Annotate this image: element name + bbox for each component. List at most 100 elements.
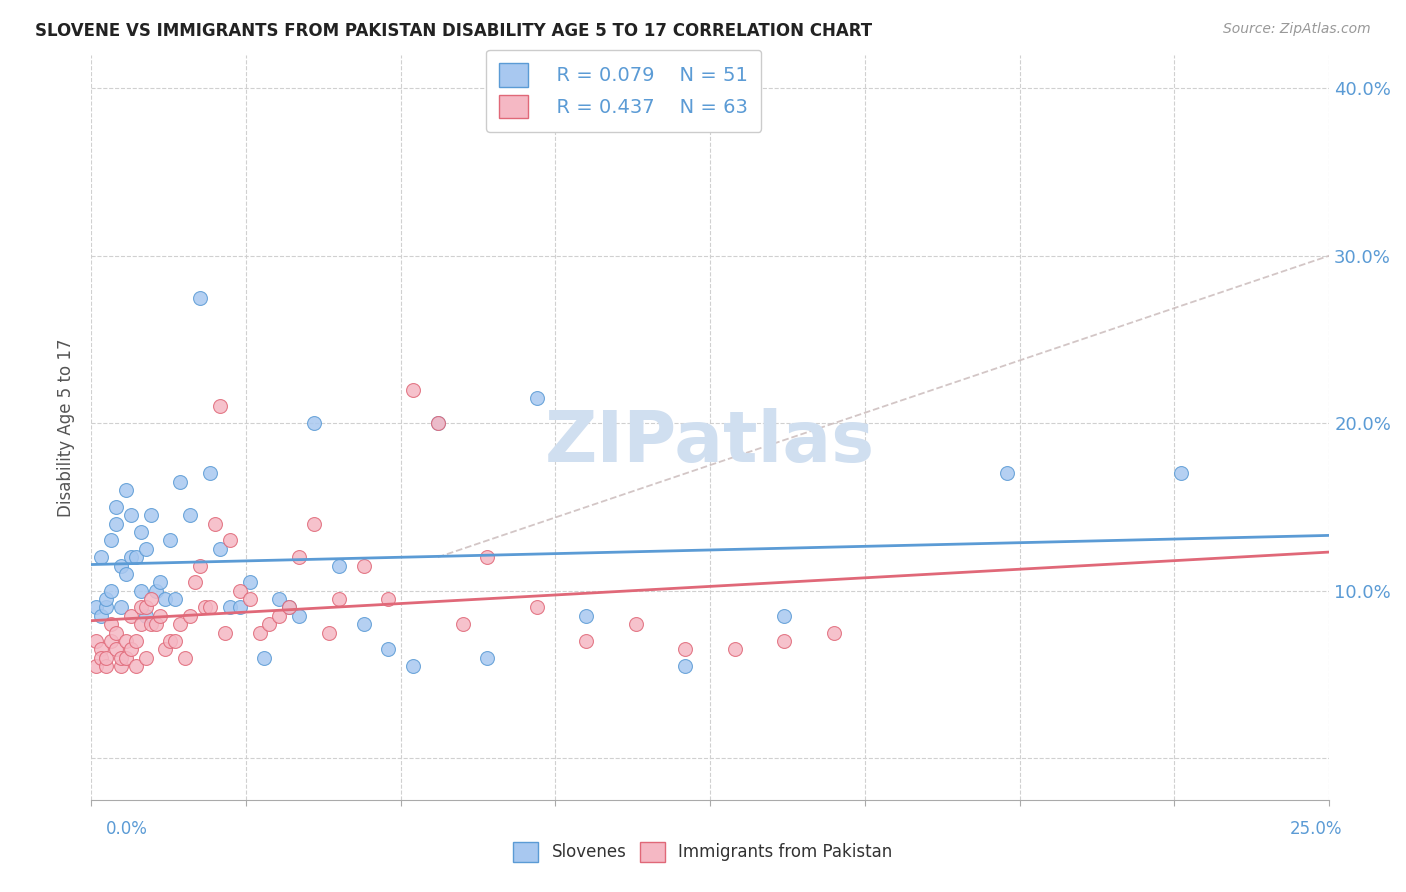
Point <box>239 575 262 590</box>
Point <box>149 575 172 590</box>
Point <box>328 592 350 607</box>
Point <box>139 617 162 632</box>
Point <box>135 541 157 556</box>
Point <box>239 592 262 607</box>
Point <box>675 642 697 657</box>
Point <box>110 600 132 615</box>
Point <box>278 600 301 615</box>
Point <box>198 467 221 481</box>
Point <box>179 508 201 523</box>
Point <box>155 642 177 657</box>
Point <box>353 558 375 573</box>
Point <box>451 617 474 632</box>
Point <box>194 600 217 615</box>
Point <box>125 634 148 648</box>
Point <box>526 600 548 615</box>
Point <box>84 600 107 615</box>
Point <box>823 625 845 640</box>
Point <box>188 291 211 305</box>
Point <box>120 608 142 623</box>
Point <box>135 650 157 665</box>
Point <box>575 608 598 623</box>
Point <box>773 634 796 648</box>
Point <box>269 592 291 607</box>
Point <box>526 391 548 405</box>
Legend: Slovenes, Immigrants from Pakistan: Slovenes, Immigrants from Pakistan <box>505 833 901 871</box>
Point <box>179 608 201 623</box>
Point <box>114 634 136 648</box>
Text: 0.0%: 0.0% <box>105 820 148 838</box>
Point <box>104 516 127 531</box>
Point <box>204 516 226 531</box>
Point <box>120 550 142 565</box>
Point <box>253 650 276 665</box>
Point <box>169 617 191 632</box>
Point <box>90 642 112 657</box>
Point <box>104 625 127 640</box>
Legend:   R = 0.079    N = 51,   R = 0.437    N = 63: R = 0.079 N = 51, R = 0.437 N = 63 <box>485 50 762 132</box>
Point <box>402 383 425 397</box>
Point <box>214 625 236 640</box>
Point <box>129 617 152 632</box>
Point <box>995 467 1018 481</box>
Point <box>302 416 325 430</box>
Point <box>159 533 181 548</box>
Point <box>94 659 117 673</box>
Point <box>129 583 152 598</box>
Point <box>114 483 136 498</box>
Text: ZIPatlas: ZIPatlas <box>546 408 876 477</box>
Point <box>165 592 187 607</box>
Point <box>110 650 132 665</box>
Point <box>229 583 252 598</box>
Point <box>120 642 142 657</box>
Point <box>129 600 152 615</box>
Point <box>477 650 499 665</box>
Point <box>269 608 291 623</box>
Point <box>377 592 399 607</box>
Point <box>90 550 112 565</box>
Point <box>575 634 598 648</box>
Point <box>104 642 127 657</box>
Point <box>208 400 231 414</box>
Point <box>353 617 375 632</box>
Point <box>90 608 112 623</box>
Point <box>110 558 132 573</box>
Point <box>114 650 136 665</box>
Point <box>188 558 211 573</box>
Point <box>110 659 132 673</box>
Point <box>249 625 271 640</box>
Point <box>259 617 281 632</box>
Point <box>104 500 127 514</box>
Point <box>94 650 117 665</box>
Point <box>288 608 311 623</box>
Point <box>129 525 152 540</box>
Point <box>90 650 112 665</box>
Point <box>218 533 240 548</box>
Point <box>165 634 187 648</box>
Point <box>218 600 240 615</box>
Point <box>288 550 311 565</box>
Point <box>426 416 449 430</box>
Point <box>145 583 167 598</box>
Point <box>139 592 162 607</box>
Point <box>159 634 181 648</box>
Point <box>100 617 122 632</box>
Text: Source: ZipAtlas.com: Source: ZipAtlas.com <box>1223 22 1371 37</box>
Text: 25.0%: 25.0% <box>1291 820 1343 838</box>
Point <box>149 608 172 623</box>
Point <box>477 550 499 565</box>
Point <box>114 566 136 581</box>
Point <box>100 634 122 648</box>
Point <box>94 600 117 615</box>
Point <box>174 650 197 665</box>
Point <box>169 475 191 489</box>
Point <box>675 659 697 673</box>
Y-axis label: Disability Age 5 to 17: Disability Age 5 to 17 <box>58 338 75 516</box>
Point <box>125 659 148 673</box>
Point <box>426 416 449 430</box>
Point <box>139 508 162 523</box>
Point <box>94 592 117 607</box>
Point <box>100 583 122 598</box>
Point <box>773 608 796 623</box>
Point <box>318 625 340 640</box>
